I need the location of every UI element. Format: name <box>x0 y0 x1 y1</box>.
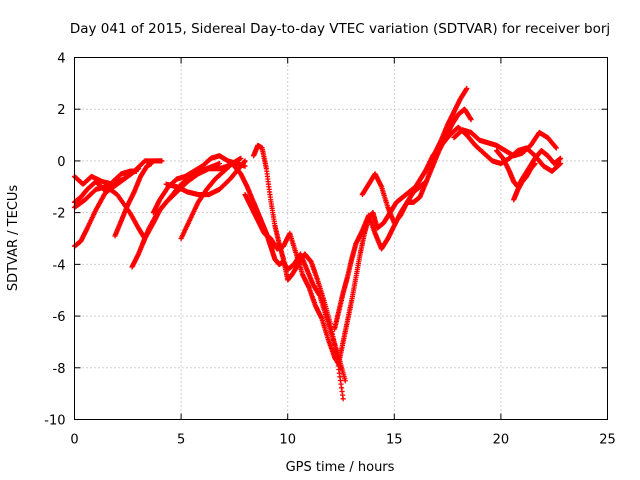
y-tick-label: -6 <box>53 310 66 325</box>
data-point <box>340 396 346 402</box>
series-track-20 <box>511 160 538 203</box>
y-tick-label: -2 <box>53 207 66 222</box>
y-tick-label: -8 <box>53 362 66 377</box>
y-tick-label: -4 <box>53 258 66 273</box>
x-tick-label: 0 <box>70 433 78 448</box>
data-point <box>216 160 223 167</box>
x-tick-label: 5 <box>177 433 185 448</box>
x-axis-label: GPS time / hours <box>286 460 395 475</box>
y-tick-label: -10 <box>44 414 65 429</box>
series-track-5 <box>112 160 154 239</box>
series-track-13 <box>242 191 344 371</box>
y-tick-label: 0 <box>57 155 65 170</box>
data-point <box>342 378 348 384</box>
x-tick-label: 15 <box>386 433 403 448</box>
plot-frame <box>74 57 608 420</box>
y-tick-label: 4 <box>57 52 65 67</box>
data-point <box>159 158 165 164</box>
data-point <box>133 168 139 174</box>
series-track-12 <box>250 142 346 402</box>
series-track-16 <box>359 171 429 226</box>
data-point <box>423 179 429 185</box>
data-point <box>338 365 344 371</box>
data-point <box>553 145 559 151</box>
y-axis-label: SDTVAR / TECUs <box>6 185 21 292</box>
series-track-15 <box>332 106 474 332</box>
x-tick-label: 25 <box>599 433 616 448</box>
data-point <box>464 85 470 92</box>
y-tick-label: 2 <box>57 103 65 118</box>
data-point <box>557 155 564 161</box>
data-point <box>242 158 248 164</box>
data-point <box>553 144 559 150</box>
x-tick-labels: 0 5 10 15 20 25 <box>70 433 615 448</box>
x-tick-label: 20 <box>493 433 510 448</box>
y-tick-labels: -10 -8 -6 -4 -2 0 2 4 <box>44 52 65 429</box>
chart-title: Day 041 of 2015, Sidereal Day-to-day VTE… <box>70 21 610 37</box>
x-tick-label: 10 <box>279 433 296 448</box>
data-point <box>557 160 564 167</box>
data-point <box>468 116 474 123</box>
data-point <box>532 160 538 167</box>
data-point <box>148 160 154 167</box>
series-track-10 <box>163 158 248 198</box>
data-point <box>238 155 244 161</box>
data-points <box>71 85 564 402</box>
series-track-18 <box>451 127 559 159</box>
series-track-8 <box>150 153 248 216</box>
